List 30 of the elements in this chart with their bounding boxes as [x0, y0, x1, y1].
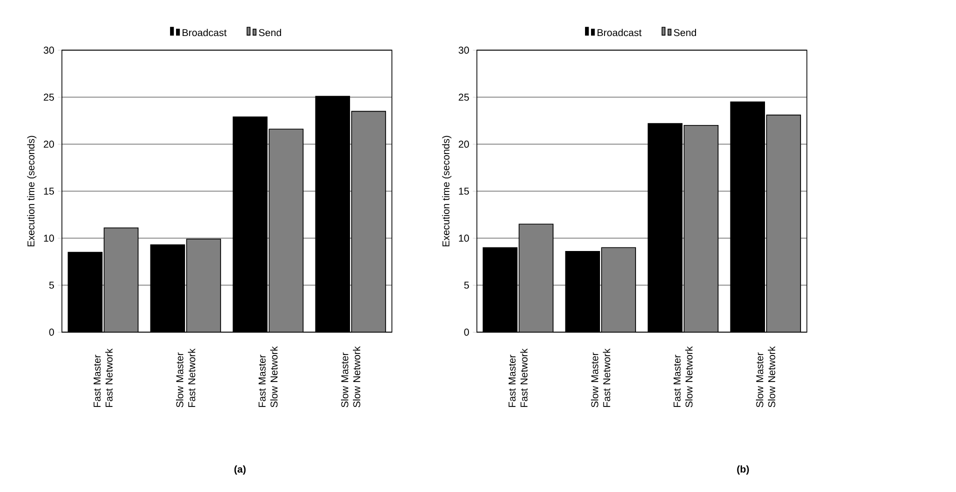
y-tick-label: 5: [464, 282, 469, 289]
y-tick-label: 25: [458, 94, 469, 101]
text: (a): [234, 465, 246, 475]
y-tick-label: 0: [49, 328, 54, 336]
y-tick-label: 15: [44, 188, 54, 195]
y-tick-label: 20: [44, 140, 54, 148]
legend-label: Broadcast: [598, 28, 642, 36]
y-tick-label: 0: [464, 328, 469, 336]
y-tick-label: 30: [458, 46, 469, 54]
x-tick-label: Fast Master Slow Network: [674, 346, 693, 408]
x-tick-label: Slow Master Slow Network: [756, 346, 776, 408]
x-tick-label: Fast Master Fast Network: [508, 348, 528, 407]
y-tick-label: 10: [459, 234, 469, 242]
y-axis-title: Execution time (seconds): [442, 136, 452, 246]
legend-label: Send: [258, 28, 282, 36]
x-tick-label: Slow Master Fast Network: [176, 348, 196, 408]
y-tick-label: 25: [44, 94, 54, 101]
y-tick-label: 20: [458, 140, 469, 148]
x-tick-label: Slow Master Fast Network: [590, 348, 610, 408]
x-tick-label: Slow Master Slow Network: [340, 346, 360, 408]
y-tick-label: 5: [49, 282, 54, 289]
y-tick-label: 30: [44, 46, 54, 54]
text: (b): [737, 465, 749, 475]
legend-label: Send: [674, 28, 696, 36]
x-tick-label: Fast Master Fast Network: [94, 348, 113, 407]
y-tick-label: 10: [44, 234, 54, 242]
y-tick-label: 15: [459, 188, 469, 195]
x-tick-label: Fast Master Slow Network: [258, 346, 278, 408]
legend-label: Broadcast: [182, 28, 227, 36]
y-axis-title: Execution time (seconds): [27, 136, 36, 246]
